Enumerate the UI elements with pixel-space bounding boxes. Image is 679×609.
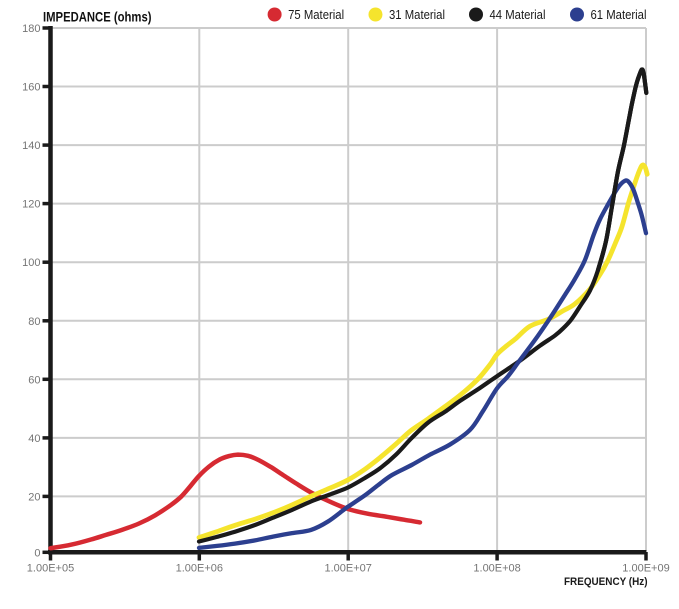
svg-text:140: 140 <box>22 140 40 152</box>
svg-text:1.00E+09: 1.00E+09 <box>622 563 669 575</box>
svg-text:31 Material: 31 Material <box>389 8 445 22</box>
svg-text:44 Material: 44 Material <box>490 8 546 22</box>
svg-text:IMPEDANCE (ohms): IMPEDANCE (ohms) <box>43 9 152 25</box>
svg-text:100: 100 <box>22 257 40 269</box>
svg-text:FREQUENCY (Hz): FREQUENCY (Hz) <box>564 576 648 588</box>
svg-text:160: 160 <box>22 82 40 94</box>
svg-text:0: 0 <box>34 547 40 559</box>
svg-text:80: 80 <box>28 316 40 328</box>
svg-text:75 Material: 75 Material <box>288 8 344 22</box>
svg-text:1.00E+08: 1.00E+08 <box>473 563 520 575</box>
svg-text:1.00E+06: 1.00E+06 <box>176 563 223 575</box>
svg-text:1.00E+05: 1.00E+05 <box>27 563 74 575</box>
svg-text:120: 120 <box>22 199 40 211</box>
svg-text:61 Material: 61 Material <box>591 8 647 22</box>
svg-text:40: 40 <box>28 433 40 445</box>
svg-text:180: 180 <box>22 23 40 35</box>
svg-text:20: 20 <box>28 491 40 503</box>
svg-text:60: 60 <box>28 374 40 386</box>
svg-text:1.00E+07: 1.00E+07 <box>324 563 371 575</box>
